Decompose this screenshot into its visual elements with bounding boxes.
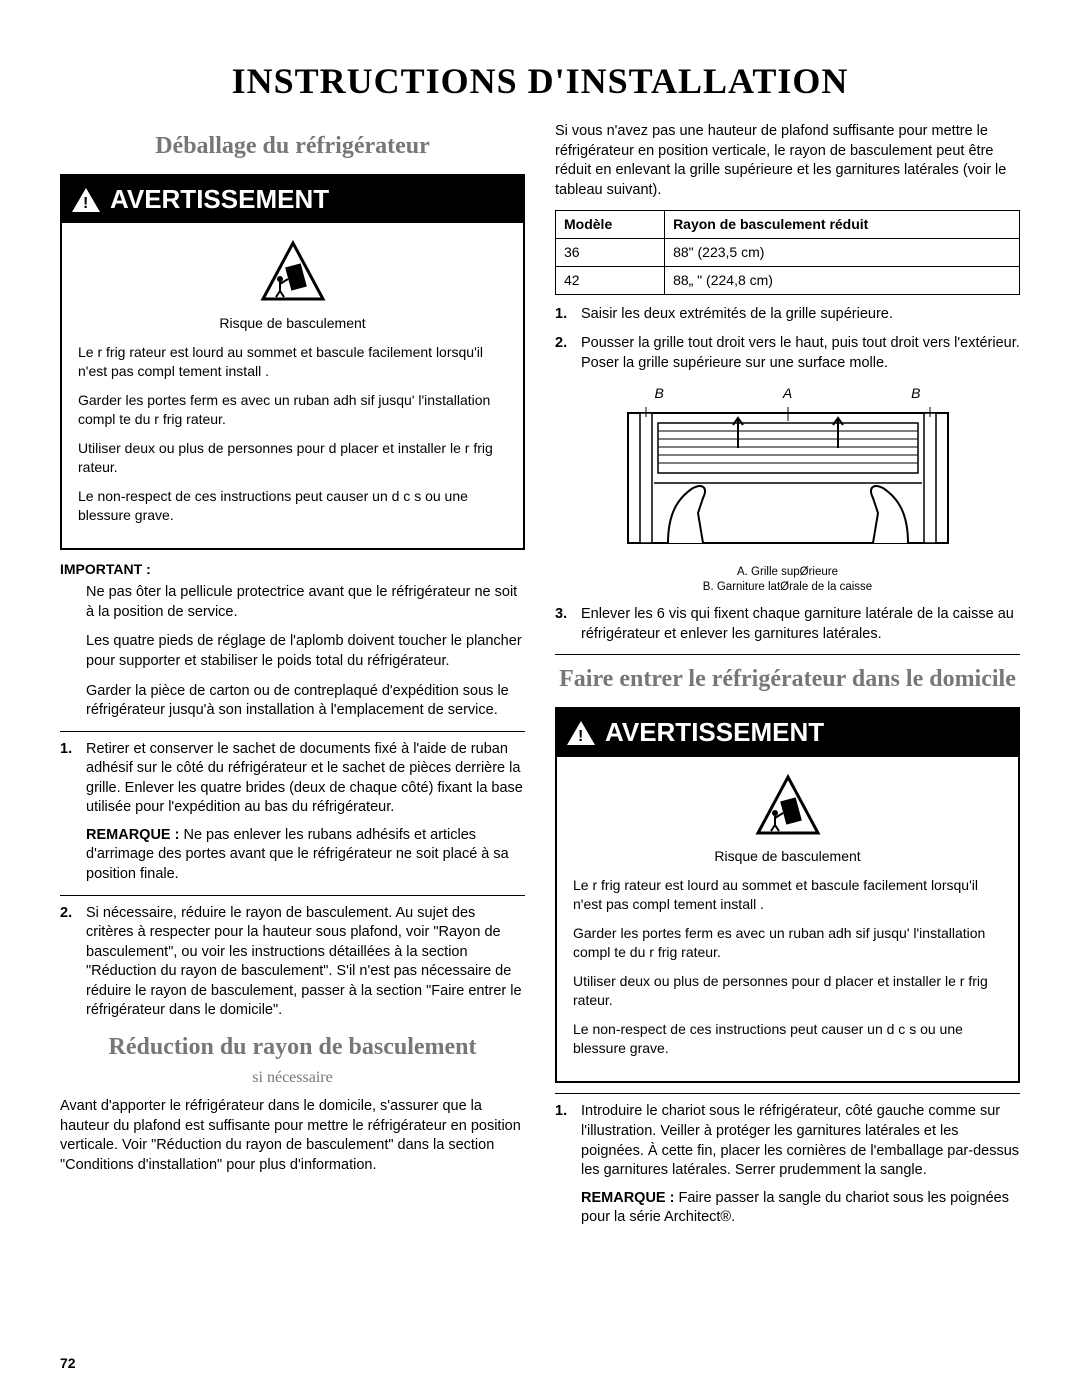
warning-p4: Le non-respect de ces instructions peut … — [78, 487, 507, 525]
section-heading-move-in: Faire entrer le réfrigérateur dans le do… — [555, 663, 1020, 695]
right-step-3-text: Enlever les 6 vis qui fixent chaque garn… — [581, 606, 1014, 642]
important-p1: Ne pas ôter la pellicule protectrice ava… — [86, 583, 525, 622]
right-bottom-steps: Introduire le chariot sous le réfrigérat… — [555, 1093, 1020, 1227]
table-cell: 42 — [556, 267, 665, 295]
section-sub-si-necessaire: si nécessaire — [60, 1067, 525, 1089]
right-step-1-text: Saisir les deux extrémités de la grille … — [581, 306, 893, 322]
left-step-1-text: Retirer et conserver le sachet de docume… — [86, 741, 523, 816]
left-step-1: Retirer et conserver le sachet de docume… — [60, 731, 525, 885]
remark-label: REMARQUE : — [86, 827, 179, 843]
left-column: Déballage du réfrigérateur AVERTISSEMENT… — [60, 122, 525, 1238]
legend-a: A. Grille supØrieure — [555, 565, 1020, 580]
warning-box-right: AVERTISSEMENT Risque de basculement Le r… — [555, 707, 1020, 1083]
tip-hazard-icon-row — [78, 233, 507, 308]
left-steps: Retirer et conserver le sachet de docume… — [60, 731, 525, 1021]
right-steps-continued: Enlever les 6 vis qui fixent chaque garn… — [555, 605, 1020, 644]
diag-label-a: A — [783, 384, 792, 403]
section-heading-unpacking: Déballage du réfrigérateur — [60, 130, 525, 162]
swing-radius-table: Modèle Rayon de basculement réduit 36 88… — [555, 210, 1020, 295]
tip-hazard-icon-row — [573, 767, 1002, 842]
right-steps-top: Saisir les deux extrémités de la grille … — [555, 305, 1020, 374]
warning-p2: Garder les portes ferm es avec un ruban … — [573, 924, 1002, 962]
table-cell: 36 — [556, 239, 665, 267]
remark-label: REMARQUE : — [581, 1190, 674, 1206]
warning-box-left: AVERTISSEMENT Risque de basculement Le r… — [60, 174, 525, 550]
important-label: IMPORTANT : — [60, 560, 525, 579]
warning-triangle-icon — [567, 721, 595, 745]
warning-p4: Le non-respect de ces instructions peut … — [573, 1020, 1002, 1058]
legend-b: B. Garniture latØrale de la caisse — [555, 580, 1020, 595]
two-column-layout: Déballage du réfrigérateur AVERTISSEMENT… — [60, 122, 1020, 1238]
warning-triangle-icon — [72, 188, 100, 212]
important-p3: Garder la pièce de carton ou de contrepl… — [86, 682, 525, 721]
warning-p3: Utiliser deux ou plus de personnes pour … — [78, 439, 507, 477]
warning-label: AVERTISSEMENT — [110, 182, 329, 217]
table-header-model: Modèle — [556, 211, 665, 239]
warning-body: Risque de basculement Le r frig rateur e… — [62, 223, 523, 548]
divider — [555, 654, 1020, 655]
diag-label-b1: B — [654, 384, 663, 403]
warning-header: AVERTISSEMENT — [62, 176, 523, 223]
diagram-top-labels: B A B — [555, 384, 1020, 403]
warning-p3: Utiliser deux ou plus de personnes pour … — [573, 972, 1002, 1010]
table-header-radius: Rayon de basculement réduit — [665, 211, 1020, 239]
right-intro-paragraph: Si vous n'avez pas une hauteur de plafon… — [555, 122, 1020, 200]
left-step-2: Si nécessaire, réduire le rayon de bascu… — [60, 895, 525, 1021]
table-row: 42 88„ " (224,8 cm) — [556, 267, 1020, 295]
warning-body: Risque de basculement Le r frig rateur e… — [557, 757, 1018, 1082]
reduction-paragraph: Avant d'apporter le réfrigérateur dans l… — [60, 1097, 525, 1175]
table-cell: 88" (223,5 cm) — [665, 239, 1020, 267]
right-bottom-step-1-text: Introduire le chariot sous le réfrigérat… — [581, 1103, 1019, 1178]
warning-risk-title: Risque de basculement — [78, 314, 507, 333]
warning-p1: Le r frig rateur est lourd au sommet et … — [78, 343, 507, 381]
right-step-1: Saisir les deux extrémités de la grille … — [555, 305, 1020, 325]
diag-label-b2: B — [911, 384, 920, 403]
page-title: INSTRUCTIONS D'INSTALLATION — [60, 60, 1020, 102]
section-heading-reduction: Réduction du rayon de basculement — [60, 1031, 525, 1063]
warning-p1: Le r frig rateur est lourd au sommet et … — [573, 876, 1002, 914]
page-number: 72 — [60, 1355, 76, 1371]
right-step-3: Enlever les 6 vis qui fixent chaque garn… — [555, 605, 1020, 644]
warning-risk-title: Risque de basculement — [573, 847, 1002, 866]
left-step-2-text: Si nécessaire, réduire le rayon de bascu… — [86, 905, 522, 1019]
right-step-2: Pousser la grille tout droit vers le hau… — [555, 334, 1020, 373]
grille-diagram-svg — [608, 403, 968, 553]
important-p2: Les quatre pieds de réglage de l'aplomb … — [86, 632, 525, 671]
left-step-1-remark: REMARQUE : Ne pas enlever les rubans adh… — [86, 826, 525, 885]
warning-label: AVERTISSEMENT — [605, 715, 824, 750]
tip-hazard-icon — [753, 773, 823, 835]
grille-diagram: B A B — [555, 384, 1020, 595]
warning-p2: Garder les portes ferm es avec un ruban … — [78, 391, 507, 429]
table-row: 36 88" (223,5 cm) — [556, 239, 1020, 267]
tip-hazard-icon — [258, 239, 328, 301]
right-bottom-step-1: Introduire le chariot sous le réfrigérat… — [555, 1093, 1020, 1227]
right-column: Si vous n'avez pas une hauteur de plafon… — [555, 122, 1020, 1238]
diagram-legend: A. Grille supØrieure B. Garniture latØra… — [555, 565, 1020, 595]
right-bottom-remark: REMARQUE : Faire passer la sangle du cha… — [581, 1189, 1020, 1228]
warning-header: AVERTISSEMENT — [557, 709, 1018, 756]
table-cell: 88„ " (224,8 cm) — [665, 267, 1020, 295]
right-step-2-text: Pousser la grille tout droit vers le hau… — [581, 335, 1020, 371]
